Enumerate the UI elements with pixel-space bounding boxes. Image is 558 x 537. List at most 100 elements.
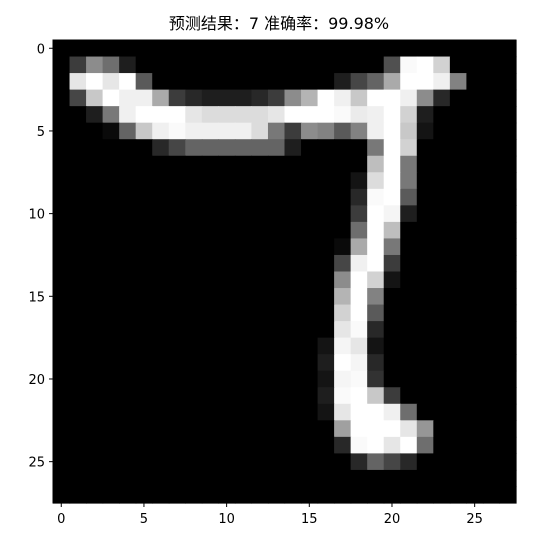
pixel-cell <box>301 73 319 91</box>
pixel-cell <box>400 403 418 421</box>
x-axis: 0 5 10 15 20 25 <box>57 503 483 527</box>
pixel-cell <box>53 403 71 421</box>
pixel-cell <box>367 387 385 405</box>
pixel-cell <box>135 453 153 471</box>
pixel-cell <box>218 387 236 405</box>
pixel-cell <box>251 387 269 405</box>
pixel-cell <box>53 73 71 91</box>
pixel-cell <box>201 486 219 504</box>
pixel-cell <box>69 403 87 421</box>
pixel-cell <box>119 205 137 223</box>
x-tick-label: 15 <box>301 512 318 527</box>
pixel-cell <box>201 73 219 91</box>
pixel-cell <box>168 139 186 157</box>
pixel-cell <box>433 106 451 124</box>
pixel-cell <box>86 453 104 471</box>
pixel-cell <box>317 304 335 322</box>
pixel-cell <box>119 370 137 388</box>
pixel-cell <box>267 321 286 339</box>
pixel-cell <box>433 387 451 405</box>
pixel-cell <box>449 221 467 240</box>
pixel-cell <box>53 155 71 173</box>
pixel-cell <box>185 486 203 504</box>
pixel-cell <box>416 188 434 206</box>
y-tick-label: 10 <box>28 208 45 223</box>
pixel-cell <box>135 106 153 124</box>
pixel-cell <box>53 188 71 206</box>
pixel-cell <box>135 56 153 74</box>
pixel-cell <box>400 354 418 372</box>
pixel-cell <box>334 254 352 273</box>
pixel-cell <box>168 271 186 289</box>
pixel-cell <box>383 106 401 124</box>
pixel-cell <box>267 271 286 289</box>
pixel-cell <box>499 354 517 372</box>
pixel-cell <box>185 469 203 488</box>
pixel-cell <box>185 122 203 140</box>
pixel-cell <box>482 122 501 140</box>
pixel-cell <box>499 271 517 289</box>
pixel-cell <box>466 354 484 372</box>
pixel-cell <box>499 73 517 91</box>
pixel-cell <box>433 354 451 372</box>
pixel-cell <box>400 205 418 223</box>
pixel-cell <box>201 254 219 273</box>
pixel-cell <box>367 122 385 140</box>
pixel-cell <box>466 254 484 273</box>
pixel-cell <box>317 221 335 240</box>
pixel-cell <box>119 89 137 107</box>
pixel-cell <box>69 486 87 504</box>
pixel-cell <box>102 436 120 454</box>
pixel-cell <box>234 387 253 405</box>
pixel-cell <box>185 436 203 454</box>
pixel-cell <box>201 337 219 355</box>
pixel-cell <box>367 420 385 438</box>
pixel-cell <box>152 188 170 206</box>
pixel-cell <box>334 221 352 240</box>
pixel-cell <box>284 40 302 58</box>
pixel-cell <box>267 56 286 74</box>
pixel-cell <box>102 155 120 173</box>
pixel-cell <box>383 370 401 388</box>
pixel-cell <box>499 188 517 206</box>
pixel-cell <box>267 221 286 240</box>
pixel-cell <box>482 106 501 124</box>
pixel-cell <box>482 387 501 405</box>
pixel-cell <box>334 271 352 289</box>
pixel-cell <box>499 370 517 388</box>
pixel-cell <box>416 254 434 273</box>
pixel-cell <box>466 139 484 157</box>
pixel-cell <box>251 40 269 58</box>
pixel-cell <box>334 453 352 471</box>
pixel-cell <box>251 254 269 273</box>
pixel-cell <box>449 155 467 173</box>
pixel-cell <box>135 122 153 140</box>
pixel-cell <box>317 73 335 91</box>
pixel-cell <box>383 205 401 223</box>
pixel-cell <box>53 106 71 124</box>
pixel-cell <box>201 56 219 74</box>
pixel-cell <box>69 172 87 190</box>
pixel-cell <box>449 73 467 91</box>
pixel-cell <box>284 254 302 273</box>
pixel-cell <box>234 89 253 107</box>
pixel-cell <box>400 221 418 240</box>
pixel-cell <box>466 122 484 140</box>
pixel-cell <box>400 436 418 454</box>
pixel-cell <box>152 139 170 157</box>
pixel-cell <box>317 469 335 488</box>
pixel-cell <box>201 221 219 240</box>
pixel-cell <box>449 370 467 388</box>
pixel-cell <box>301 271 319 289</box>
pixel-cell <box>499 453 517 471</box>
pixel-cell <box>69 304 87 322</box>
pixel-cell <box>267 254 286 273</box>
pixel-cell <box>168 238 186 256</box>
pixel-cell <box>185 403 203 421</box>
pixel-cell <box>499 106 517 124</box>
pixel-cell <box>367 486 385 504</box>
pixel-cell <box>301 370 319 388</box>
pixel-cell <box>284 89 302 107</box>
pixel-cell <box>400 73 418 91</box>
